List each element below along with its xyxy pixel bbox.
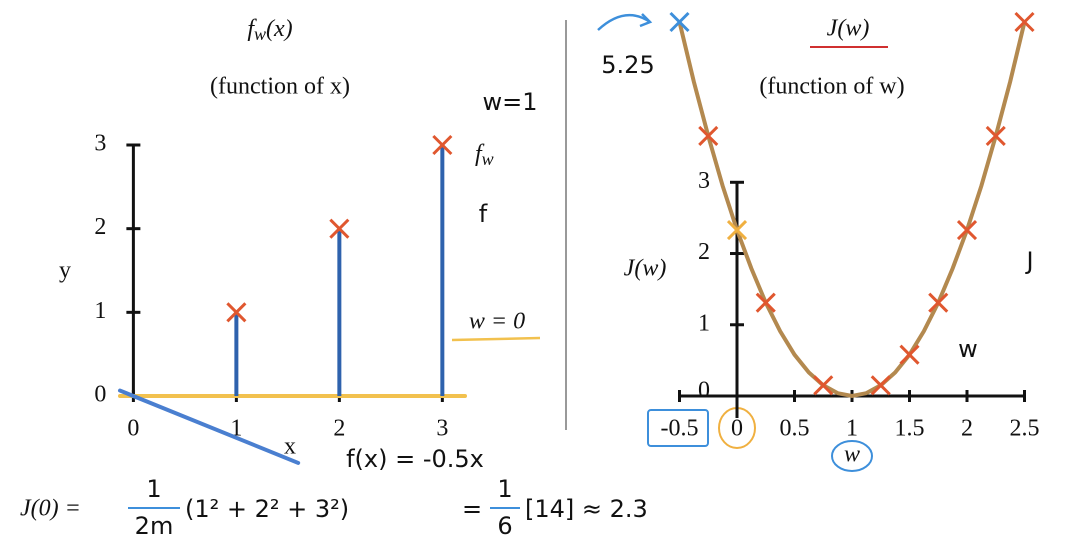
x-axis-label: w xyxy=(844,442,860,468)
cross-stroke xyxy=(870,375,891,396)
chart-subtitle: (function of w) xyxy=(759,74,904,100)
y-tick-label: 0 xyxy=(94,382,106,408)
cross xyxy=(813,375,834,396)
title-part: f xyxy=(247,16,257,42)
formula-rest: [14] ≈ 2.3 xyxy=(525,495,648,523)
chart-subtitle: (function of x) xyxy=(210,74,350,100)
cross xyxy=(1014,11,1035,33)
y-tick-label: 2 xyxy=(94,214,106,240)
y-tick-label: 1 xyxy=(94,298,106,324)
cross xyxy=(726,219,748,241)
label-part: f xyxy=(475,141,485,167)
x-tick-label: 0.5 xyxy=(780,416,810,442)
y-tick-label: 3 xyxy=(94,131,106,157)
chart-title: fw(x) xyxy=(247,16,292,45)
cross-stroke xyxy=(698,125,719,147)
series-label: w = 0 xyxy=(469,309,525,335)
title-subscript: w xyxy=(254,24,266,44)
cross-stroke xyxy=(755,292,776,313)
formula-numerator: 1 xyxy=(497,475,512,503)
x-tick-label: 1 xyxy=(846,416,858,442)
cross-stroke xyxy=(1014,11,1035,33)
function-label: fw xyxy=(475,141,494,170)
cross-stroke xyxy=(985,125,1006,147)
y-tick-label: 2 xyxy=(698,239,710,265)
x-tick-label: 3 xyxy=(436,416,448,442)
arrow-head xyxy=(639,13,653,28)
x-tick-label: 2 xyxy=(961,416,973,442)
cross xyxy=(755,292,776,313)
cross xyxy=(956,219,978,241)
title-part: (x) xyxy=(266,16,293,42)
x-tick-label: 2.5 xyxy=(1010,416,1040,442)
x-tick-label: 0 xyxy=(731,416,743,442)
cross-stroke xyxy=(899,344,920,365)
formula-numerator: 1 xyxy=(146,475,161,503)
cross xyxy=(870,375,891,396)
cross-stroke xyxy=(432,134,453,156)
x-tick-label: 0 xyxy=(127,416,139,442)
annotation: J xyxy=(1024,247,1033,275)
cross-stroke xyxy=(329,218,350,239)
formula-lhs: J(0) = xyxy=(20,496,81,522)
series-label: f(x) = -0.5x xyxy=(346,445,484,473)
y-tick-label: 0 xyxy=(698,378,710,404)
annotation: 5.25 xyxy=(601,51,654,79)
box-highlight xyxy=(647,409,709,447)
cross xyxy=(928,292,949,313)
circle-highlight xyxy=(831,440,873,472)
cross-stroke xyxy=(928,292,949,313)
cross-stroke xyxy=(669,11,690,33)
x-tick-label: -0.5 xyxy=(661,416,699,442)
y-axis-label: y xyxy=(59,258,71,284)
y-tick-label: 1 xyxy=(698,310,710,336)
cross xyxy=(329,218,350,239)
cross xyxy=(698,125,719,147)
formula-denominator: 2m xyxy=(135,512,174,540)
y-axis-label: J(w) xyxy=(624,256,667,282)
x-tick-label: 1.5 xyxy=(895,416,925,442)
x-tick-label: 2 xyxy=(333,416,345,442)
cross xyxy=(985,125,1006,147)
formula-denominator: 6 xyxy=(497,512,512,540)
underline xyxy=(451,336,541,342)
chart-title: J(w) xyxy=(827,16,870,42)
y-tick-label: 3 xyxy=(698,168,710,194)
label-subscript: w xyxy=(482,149,494,169)
formula-eq: = xyxy=(462,495,482,523)
cross xyxy=(899,344,920,365)
cross-stroke xyxy=(226,302,247,323)
cross-stroke xyxy=(813,375,834,396)
x-axis-label: x xyxy=(284,434,296,460)
formula-sum: (1² + 2² + 3²) xyxy=(185,495,349,523)
cross-stroke xyxy=(956,219,978,241)
cross-stroke xyxy=(726,219,748,241)
annotation: w=1 xyxy=(482,88,537,116)
annotation: w xyxy=(958,335,978,363)
annotation: f xyxy=(479,200,488,228)
line xyxy=(118,388,301,465)
cross xyxy=(226,302,247,323)
cross xyxy=(669,11,690,33)
cross xyxy=(432,134,453,156)
arrow xyxy=(597,13,651,31)
